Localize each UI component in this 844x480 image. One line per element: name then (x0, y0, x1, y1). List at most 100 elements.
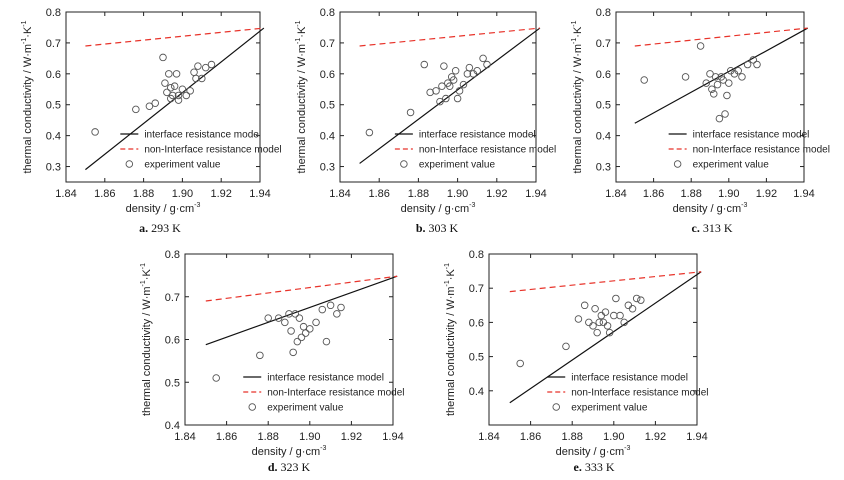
x-tick-label: 1.92 (756, 188, 777, 200)
x-axis-label: density / g·cm-3 (401, 202, 476, 215)
data-point (734, 66, 742, 75)
x-axis-label: density / g·cm-3 (673, 202, 748, 215)
data-point (708, 85, 716, 94)
x-tick-label: 1.84 (174, 431, 195, 443)
plot-frame (184, 253, 394, 426)
data-point (318, 305, 327, 314)
data-point (333, 310, 341, 318)
data-point (420, 60, 429, 69)
legend-label-interface: interface resistance model (571, 373, 688, 384)
x-axis-label-sup: -3 (194, 202, 200, 209)
y-axis-label: thermal conductivity / W·m-1·K-1 (444, 263, 457, 416)
caption-temp: 313 K (703, 221, 733, 235)
x-axis-label: density / g·cm-3 (556, 445, 631, 458)
interface-model-line (509, 271, 702, 404)
non-interface-model-line (359, 27, 540, 47)
x-tick-label: 1.88 (257, 431, 278, 443)
x-tick-label: 1.90 (447, 188, 468, 200)
data-point (287, 327, 295, 335)
data-point (719, 76, 727, 84)
data-point (299, 322, 308, 331)
data-point (624, 301, 633, 310)
data-point (446, 82, 454, 90)
data-point (190, 68, 198, 77)
x-tick-label: 1.92 (486, 188, 507, 200)
data-point (455, 87, 464, 95)
legend-label-non-interface: non-Interface resistance model (571, 388, 708, 399)
x-tick-label: 1.90 (172, 188, 193, 200)
y-tick-label: 0.3 (46, 162, 61, 174)
data-point (706, 70, 714, 78)
data-point (337, 303, 345, 312)
y-axis-label-ylabel_mid: ·K (296, 26, 308, 38)
data-point (168, 91, 177, 100)
y-axis-label-ylabel: thermal conductivity / W·m (445, 286, 457, 416)
data-point (291, 310, 299, 318)
data-point (593, 328, 601, 337)
interface-model-line (359, 27, 541, 164)
data-point (479, 54, 487, 63)
y-tick-label: 0.6 (165, 335, 180, 347)
caption-letter: a. (139, 221, 151, 235)
data-point (616, 311, 624, 320)
legend-label-experiment: experiment value (267, 403, 344, 414)
data-point (442, 94, 450, 103)
data-point (516, 359, 524, 368)
y-tick-label: 0.8 (165, 249, 180, 261)
data-point (306, 325, 314, 333)
x-tick-label: 1.88 (561, 431, 582, 443)
data-point (312, 318, 320, 327)
data-point (459, 80, 468, 89)
y-tick-label: 0.5 (320, 100, 335, 112)
data-point (281, 318, 289, 327)
plot-frame (615, 11, 805, 183)
data-point (597, 311, 606, 320)
y-axis-label-ylabel_sup1: -1 (140, 280, 147, 286)
data-point (599, 318, 608, 327)
non-interface-model-line (205, 275, 398, 302)
y-axis-label-ylabel_sup1: -1 (444, 280, 451, 286)
data-point (483, 60, 491, 69)
data-point (365, 128, 374, 137)
legend-label-interface: interface resistance model (693, 130, 810, 141)
data-point (580, 301, 589, 310)
interface-model-line (205, 275, 398, 346)
legend-label-non-interface: non-Interface resistance model (144, 145, 281, 156)
data-point (212, 374, 220, 382)
y-axis-label: thermal conductivity / W·m-1·K-1 (295, 20, 308, 173)
y-tick-label: 0.7 (596, 38, 611, 50)
x-tick-label: 1.90 (718, 188, 739, 200)
x-tick-label: 1.90 (299, 431, 320, 443)
data-point (585, 318, 593, 327)
y-axis-label-ylabel_mid: ·K (141, 269, 153, 281)
data-point (289, 348, 297, 357)
y-axis-label: thermal conductivity / W·m-1·K-1 (571, 20, 584, 173)
x-tick-label: 1.84 (605, 188, 626, 200)
legend: interface resistance model non-Interface … (120, 130, 282, 171)
data-point (721, 110, 729, 118)
y-tick-label: 0.5 (46, 100, 61, 112)
panel-caption: d. 323 K (268, 460, 311, 474)
x-tick-label: 1.86 (94, 188, 115, 200)
data-point (172, 70, 181, 78)
x-tick-label: 1.94 (382, 431, 403, 443)
data-point (151, 99, 159, 107)
data-point (473, 66, 481, 75)
legend-point-swatch (248, 403, 256, 411)
chart-panel-4: 1.84 1.86 1.88 1.90 1.92 1.94 0.4 0.5 0.6 0.7 0.8 i… (140, 249, 405, 474)
y-tick-label: 0.4 (469, 386, 484, 398)
y-tick-label: 0.8 (469, 249, 484, 261)
data-point (738, 73, 746, 81)
y-axis-label: thermal conductivity / W·m-1·K-1 (21, 20, 34, 173)
y-axis-label-ylabel_sup2: -1 (571, 20, 578, 26)
legend-label-non-interface: non-Interface resistance model (267, 388, 404, 399)
data-point (432, 87, 440, 95)
y-tick-label: 0.7 (469, 283, 484, 295)
non-interface-model-line (634, 27, 808, 47)
data-point (91, 128, 99, 136)
legend-label-interface: interface resistance model (144, 130, 261, 141)
y-axis-label-ylabel_mid: ·K (445, 269, 457, 281)
legend-label-non-interface: non-Interface resistance model (693, 145, 830, 156)
data-point (194, 62, 202, 70)
x-axis-label: density / g·cm-3 (252, 445, 327, 458)
